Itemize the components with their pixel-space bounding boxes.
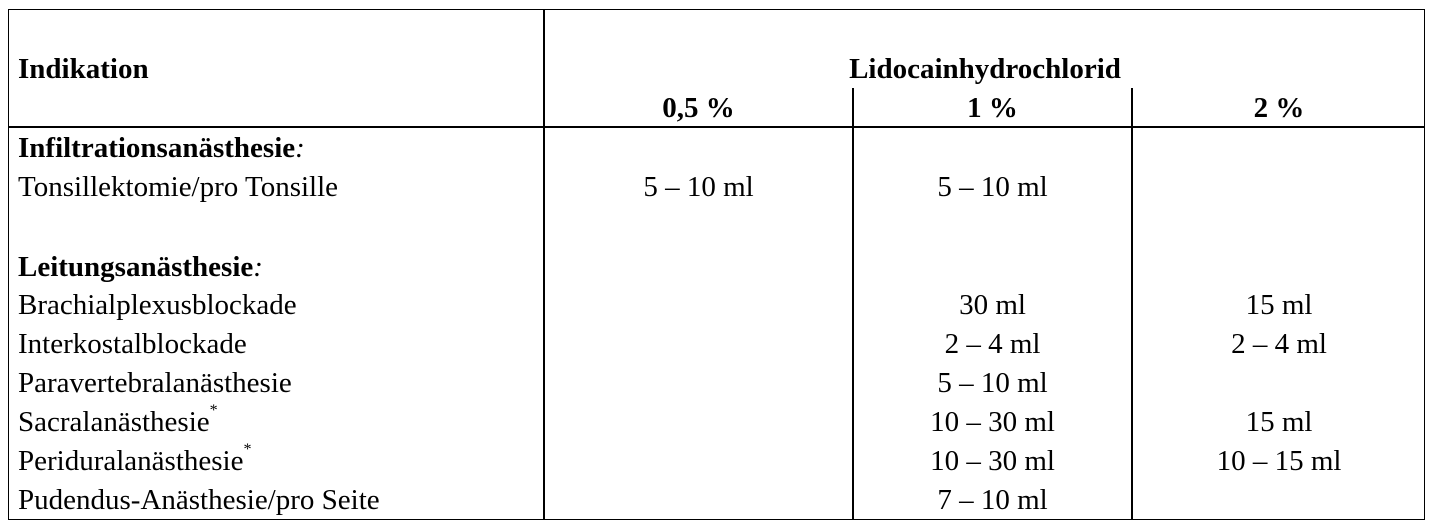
row-label-text: Periduralanästhesie — [18, 445, 244, 477]
cell-1: 5 – 10 ml — [937, 171, 1048, 203]
footnote-mark: * — [243, 441, 252, 458]
footnote-mark: * — [209, 402, 218, 419]
dosage-table — [8, 9, 1425, 520]
cell-1: 7 – 10 ml — [937, 484, 1048, 516]
cell-2: 15 ml — [1245, 289, 1313, 321]
cell-05: 5 – 10 ml — [643, 171, 754, 203]
substance-header: Lidocainhydrochlorid — [849, 53, 1121, 85]
row-label: Pudendus-Anästhesie/pro Seite — [18, 484, 380, 516]
concentration-header-2: 2 % — [1253, 92, 1305, 124]
cell-1: 2 – 4 ml — [944, 328, 1041, 360]
cell-1: 10 – 30 ml — [930, 445, 1055, 477]
row-label: Paravertebralanästhesie — [18, 367, 292, 399]
row-label-text: Sacralanästhesie — [18, 406, 210, 438]
indication-header: Indikation — [18, 53, 149, 85]
row-label: Sacralanästhesie* — [18, 402, 218, 439]
column-divider-2 — [1131, 88, 1133, 520]
concentration-header-1: 1 % — [967, 92, 1018, 124]
section-title-colon: : — [295, 132, 305, 164]
row-label: Tonsillektomie/pro Tonsille — [18, 171, 339, 203]
section-title: Leitungsanästhesie: — [18, 250, 263, 284]
column-divider-1 — [852, 88, 854, 520]
row-label: Periduralanästhesie* — [18, 441, 252, 478]
row-label: Brachialplexusblockade — [18, 289, 297, 321]
section-title-text: Leitungsanästhesie — [18, 251, 254, 283]
cell-1: 5 – 10 ml — [937, 367, 1048, 399]
row-label: Interkostalblockade — [18, 328, 247, 360]
concentration-header-05: 0,5 % — [662, 92, 735, 124]
section-title-colon: : — [253, 251, 263, 283]
cell-1: 30 ml — [959, 289, 1026, 321]
header-divider — [8, 126, 1425, 128]
section-title-text: Infiltrationsanästhesie — [18, 132, 296, 164]
cell-2: 10 – 15 ml — [1216, 445, 1342, 477]
cell-1: 10 – 30 ml — [930, 406, 1055, 438]
cell-2: 2 – 4 ml — [1231, 328, 1327, 360]
cell-2: 15 ml — [1245, 406, 1313, 438]
section-title: Infiltrationsanästhesie: — [18, 131, 305, 165]
column-divider-indication — [543, 9, 545, 520]
